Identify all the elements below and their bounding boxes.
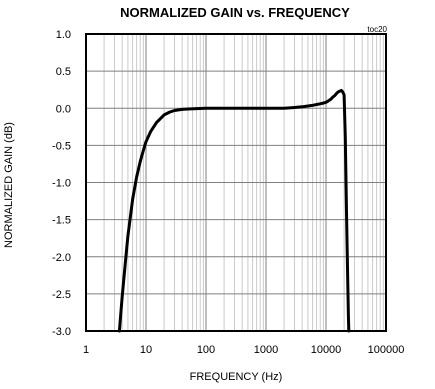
y-tick-label: -3.0 [52, 326, 71, 338]
y-tick-label: -2.0 [52, 252, 71, 264]
gain-curve [117, 88, 351, 333]
plot-frame [85, 33, 387, 332]
figure-tag: toc20 [367, 25, 387, 34]
x-tick-label: 10000 [311, 344, 342, 356]
y-tick-labels: 1.0 0.5 0.0 -0.5 -1.0 -1.5 -2.0 -2.5 -3.0 [52, 29, 71, 338]
x-tick-label: 1000 [254, 344, 278, 356]
x-tick-label: 10 [140, 344, 152, 356]
y-tick-label: -1.5 [52, 215, 71, 227]
y-tick-label: -1.0 [52, 178, 71, 190]
y-tick-label: -0.5 [52, 140, 71, 152]
x-tick-label: 100 [197, 344, 215, 356]
y-axis-label: NORMALIZED GAIN (dB) [3, 122, 15, 248]
x-axis-label: FREQUENCY (Hz) [190, 371, 283, 383]
x-tick-label: 100000 [368, 344, 405, 356]
y-tick-label: 0.0 [56, 103, 71, 115]
x-tick-label: 1 [83, 344, 89, 356]
y-tick-label: 1.0 [56, 29, 71, 41]
grid [86, 34, 386, 331]
y-tick-label: -2.5 [52, 289, 71, 301]
y-tick-label: 0.5 [56, 66, 71, 78]
chart-title: NORMALIZED GAIN vs. FREQUENCY [120, 5, 350, 20]
x-tick-labels: 1 10 100 1000 10000 100000 [83, 344, 404, 356]
